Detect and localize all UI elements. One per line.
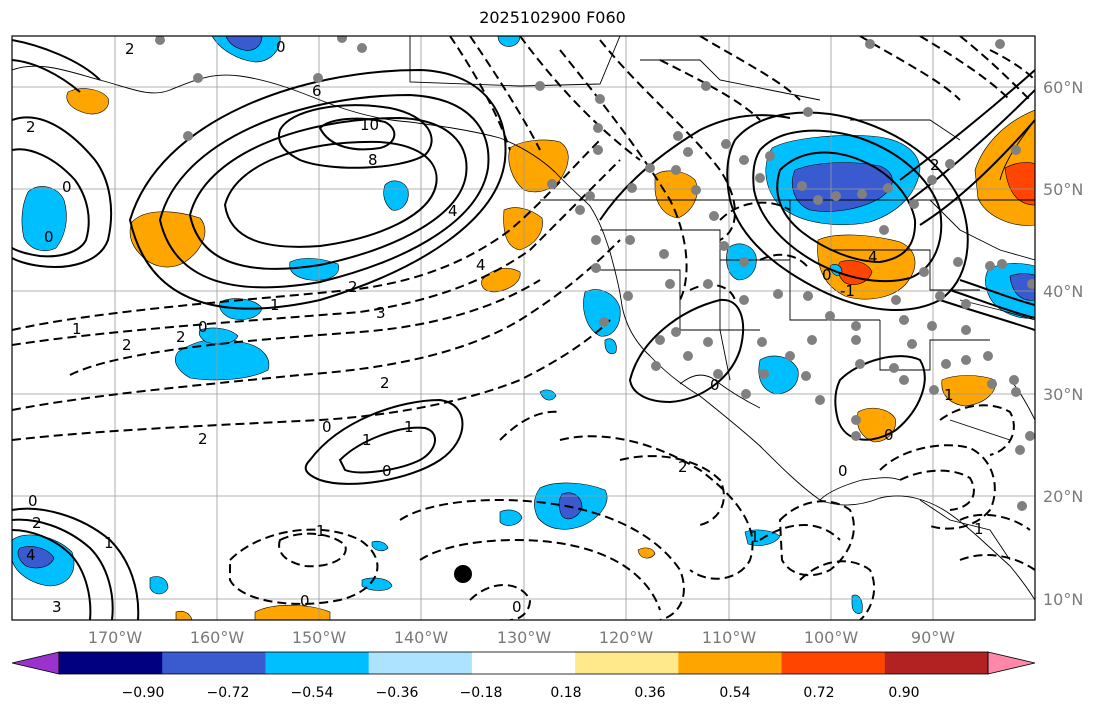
- colorbar-tick-label: −0.90: [122, 685, 165, 701]
- colorbar-tick-label: 0.18: [550, 685, 581, 701]
- map-title: 2025102900 F060: [479, 8, 626, 27]
- contour-label: 2: [122, 336, 132, 354]
- storm-center-marker: [454, 565, 472, 583]
- lat-label: 40°N: [1043, 282, 1083, 301]
- contour-label: 2: [348, 278, 358, 296]
- lon-label: 140°W: [394, 628, 449, 647]
- contour-label: 2: [678, 458, 688, 476]
- colorbar-frame: [58, 651, 989, 675]
- colorbar-tick-label: −0.18: [460, 685, 503, 701]
- lon-label: 170°W: [88, 628, 143, 647]
- contour-label: 0: [322, 418, 332, 436]
- contour-label: 2: [380, 374, 390, 392]
- lat-label: 60°N: [1043, 78, 1083, 97]
- lon-label: 110°W: [702, 628, 757, 647]
- contour-label: 0: [62, 178, 72, 196]
- contour-label: 0: [28, 492, 38, 510]
- colorbar: [11, 651, 1036, 675]
- colorbar-segment: [265, 652, 370, 674]
- map-background: [12, 36, 1035, 620]
- contour-label: 10: [360, 116, 379, 134]
- station-markers: [155, 36, 1035, 511]
- contour-label: 3: [52, 598, 62, 616]
- contour-label: 3: [376, 304, 386, 322]
- contour-label: 2: [198, 430, 208, 448]
- lon-label: 120°W: [599, 628, 654, 647]
- contour-labels: 2 0 6 10 8 4 2 0 0 4 1 2 3 1 2 0 2 2 0 1…: [26, 38, 984, 616]
- contour-label: -1: [840, 282, 855, 300]
- contour-label: 0: [822, 266, 832, 284]
- solid-contours: [12, 39, 1035, 620]
- colorbar-tick-label: −0.72: [207, 685, 250, 701]
- contour-label: 0: [710, 376, 720, 394]
- colorbar-tick-label: −0.36: [376, 685, 419, 701]
- contour-label: 4: [476, 256, 486, 274]
- contour-label: 2: [26, 118, 36, 136]
- lat-label: 10°N: [1043, 590, 1083, 609]
- colorbar-extend-high: [987, 651, 1036, 675]
- colorbar-tick-label: 0.36: [634, 685, 665, 701]
- lat-label: 20°N: [1043, 487, 1083, 506]
- contour-label: 0: [512, 598, 522, 616]
- contour-label: 0: [884, 426, 894, 444]
- contour-label: 0: [44, 228, 54, 246]
- contour-label: 0: [382, 462, 392, 480]
- colorbar-tick-labels: −0.90 −0.72 −0.54 −0.36 −0.18 0.18 0.36 …: [122, 685, 920, 701]
- colorbar-segment: [59, 652, 163, 674]
- contour-label: 1: [362, 431, 372, 449]
- latitude-labels: 60°N 50°N 40°N 30°N 20°N 10°N: [1043, 78, 1083, 609]
- contour-label: 1: [944, 386, 954, 404]
- contour-label: 1: [72, 320, 82, 338]
- contour-label: 0: [838, 462, 848, 480]
- contour-label: 0: [300, 592, 310, 610]
- contour-label: 2: [930, 156, 940, 174]
- contour-label: 1: [316, 522, 326, 540]
- contour-label: 8: [368, 151, 378, 169]
- contour-label: 4: [868, 248, 878, 266]
- colorbar-segment: [162, 652, 266, 674]
- colorbar-extend-low: [11, 651, 60, 675]
- contour-label: 1: [270, 296, 280, 314]
- contour-label: 0: [276, 38, 286, 56]
- contour-label: 1: [404, 418, 414, 436]
- contour-label: 1: [750, 528, 760, 546]
- colorbar-segment: [781, 652, 886, 674]
- contour-label: 1: [974, 520, 984, 538]
- contour-label: 4: [26, 546, 36, 564]
- contour-label: 0: [198, 318, 208, 336]
- colorbar-segment: [368, 652, 473, 674]
- lon-label: 90°W: [911, 628, 955, 647]
- lon-label: 160°W: [190, 628, 245, 647]
- colorbar-segment: [678, 652, 783, 674]
- contour-label: 4: [448, 202, 458, 220]
- colorbar-tick-label: 0.72: [803, 685, 834, 701]
- colorbar-tick-label: −0.54: [291, 685, 334, 701]
- contour-label: 1: [104, 534, 114, 552]
- colorbar-tick-label: 0.54: [719, 685, 750, 701]
- colorbar-segment: [575, 652, 679, 674]
- lon-label: 100°W: [804, 628, 859, 647]
- contour-label: 2: [176, 328, 186, 346]
- map-gridlines: [12, 36, 1035, 620]
- colorbar-segment: [884, 652, 989, 674]
- contour-label: 2: [32, 514, 42, 532]
- longitude-labels: 170°W 160°W 150°W 140°W 130°W 120°W 110°…: [88, 628, 955, 647]
- colorbar-segment: [471, 652, 576, 674]
- contour-label: 6: [312, 82, 322, 100]
- lat-label: 50°N: [1043, 180, 1083, 199]
- contour-label: 2: [125, 40, 135, 58]
- lon-label: 150°W: [292, 628, 347, 647]
- colorbar-tick-label: 0.90: [888, 685, 919, 701]
- lat-label: 30°N: [1043, 385, 1083, 404]
- lon-label: 130°W: [497, 628, 552, 647]
- map-frame: [11, 35, 1036, 621]
